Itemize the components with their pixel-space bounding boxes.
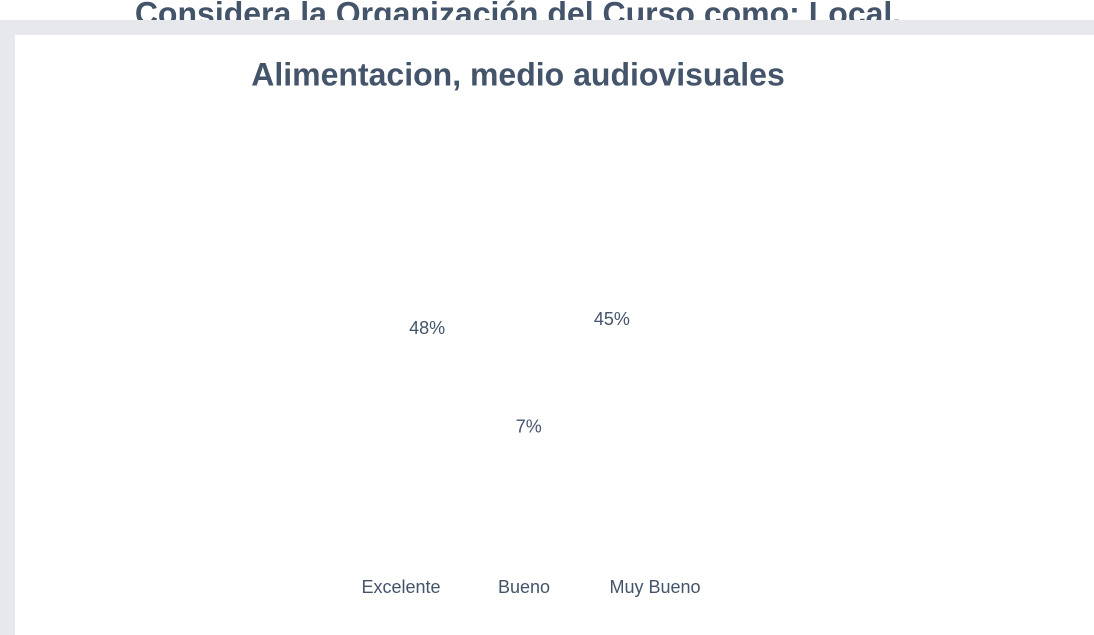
legend-entry: Muy Bueno [609,577,700,597]
legend-entry: Excelente [361,577,440,597]
legend-entry: Bueno [498,577,550,597]
data-label: 45% [594,309,630,329]
plot-area [15,35,1094,635]
frame-left [0,20,15,635]
data-label: 48% [409,318,445,338]
frame-top [0,20,1094,35]
data-label: 7% [516,416,542,436]
chart-title-line: Alimentacion, medio audiovisuales [251,56,784,92]
